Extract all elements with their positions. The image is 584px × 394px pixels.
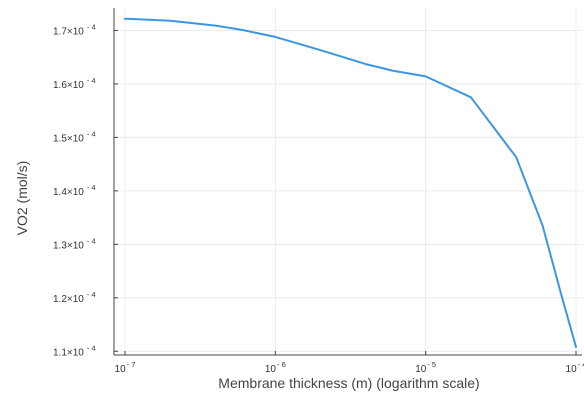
y-tick-label: 1.1×10- 4	[53, 343, 96, 358]
grid-lines	[114, 8, 582, 355]
y-axis-ticks: 1.1×10- 4 1.2×10- 4 1.3×10- 4 1.4×10- 4 1.5×…	[53, 22, 118, 358]
y-tick-label: 1.7×10- 4	[53, 22, 96, 37]
y-tick-label: 1.2×10- 4	[53, 290, 96, 305]
y-axis-label: VO2 (mol/s)	[14, 161, 30, 236]
x-axis-label: Membrane thickness (m) (logarithm scale)	[218, 375, 479, 391]
axes	[113, 8, 582, 356]
series-group	[124, 17, 577, 348]
x-tick-label: 10- 7	[115, 360, 136, 375]
x-axis-ticks: 10- 7 10- 6 10- 5 10- 4	[115, 351, 584, 375]
series-line	[124, 17, 577, 348]
x-tick-label: 10- 6	[265, 360, 286, 375]
y-tick-label: 1.5×10- 4	[53, 129, 96, 144]
y-tick-label: 1.6×10- 4	[53, 76, 96, 91]
x-tick-label: 10- 5	[415, 360, 436, 375]
y-tick-label: 1.4×10- 4	[53, 183, 96, 198]
y-tick-label: 1.3×10- 4	[53, 236, 96, 251]
x-tick-label: 10- 4	[566, 360, 584, 375]
